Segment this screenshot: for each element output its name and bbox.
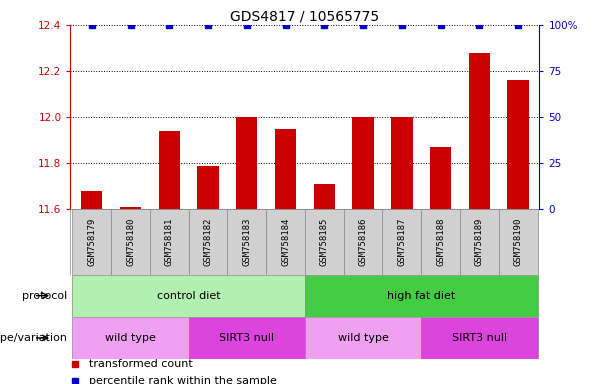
Text: SIRT3 null: SIRT3 null <box>452 333 507 343</box>
Bar <box>236 117 257 209</box>
Text: GSM758183: GSM758183 <box>242 218 251 266</box>
Text: GSM758182: GSM758182 <box>204 218 213 266</box>
Bar <box>227 209 266 275</box>
Text: GSM758186: GSM758186 <box>359 218 368 266</box>
Bar <box>421 209 460 275</box>
Text: wild type: wild type <box>105 333 156 343</box>
Text: GSM758185: GSM758185 <box>320 218 329 266</box>
Bar <box>72 209 111 275</box>
Text: genotype/variation: genotype/variation <box>0 333 67 343</box>
Text: GSM758181: GSM758181 <box>165 218 174 266</box>
Bar <box>499 209 538 275</box>
Bar <box>120 207 141 209</box>
Bar <box>305 275 538 317</box>
Text: GSM758179: GSM758179 <box>87 218 96 266</box>
Bar <box>81 191 102 209</box>
Text: control diet: control diet <box>157 291 221 301</box>
Bar <box>421 317 538 359</box>
Bar <box>508 80 529 209</box>
Text: wild type: wild type <box>338 333 389 343</box>
Text: transformed count: transformed count <box>89 359 193 369</box>
Text: GSM758188: GSM758188 <box>436 218 445 266</box>
Bar <box>391 117 413 209</box>
Text: protocol: protocol <box>22 291 67 301</box>
Bar <box>430 147 451 209</box>
Text: GSM758187: GSM758187 <box>397 218 406 266</box>
Text: percentile rank within the sample: percentile rank within the sample <box>89 376 277 384</box>
Text: GSM758180: GSM758180 <box>126 218 135 266</box>
Bar <box>469 53 490 209</box>
Bar <box>383 209 421 275</box>
Bar <box>266 209 305 275</box>
Bar <box>460 209 499 275</box>
Bar <box>150 209 189 275</box>
Bar <box>275 129 296 209</box>
Bar <box>72 275 305 317</box>
Bar <box>305 317 421 359</box>
Text: high fat diet: high fat diet <box>387 291 455 301</box>
Bar <box>189 209 227 275</box>
Text: GSM758189: GSM758189 <box>475 218 484 266</box>
Title: GDS4817 / 10565775: GDS4817 / 10565775 <box>230 10 379 24</box>
Bar <box>314 184 335 209</box>
Bar <box>189 317 305 359</box>
Bar <box>352 117 374 209</box>
Bar <box>197 166 219 209</box>
Bar <box>159 131 180 209</box>
Bar <box>72 317 189 359</box>
Text: SIRT3 null: SIRT3 null <box>219 333 275 343</box>
Bar <box>305 209 344 275</box>
Bar <box>344 209 383 275</box>
Text: GSM758184: GSM758184 <box>281 218 290 266</box>
Text: GSM758190: GSM758190 <box>514 218 523 266</box>
Bar <box>111 209 150 275</box>
